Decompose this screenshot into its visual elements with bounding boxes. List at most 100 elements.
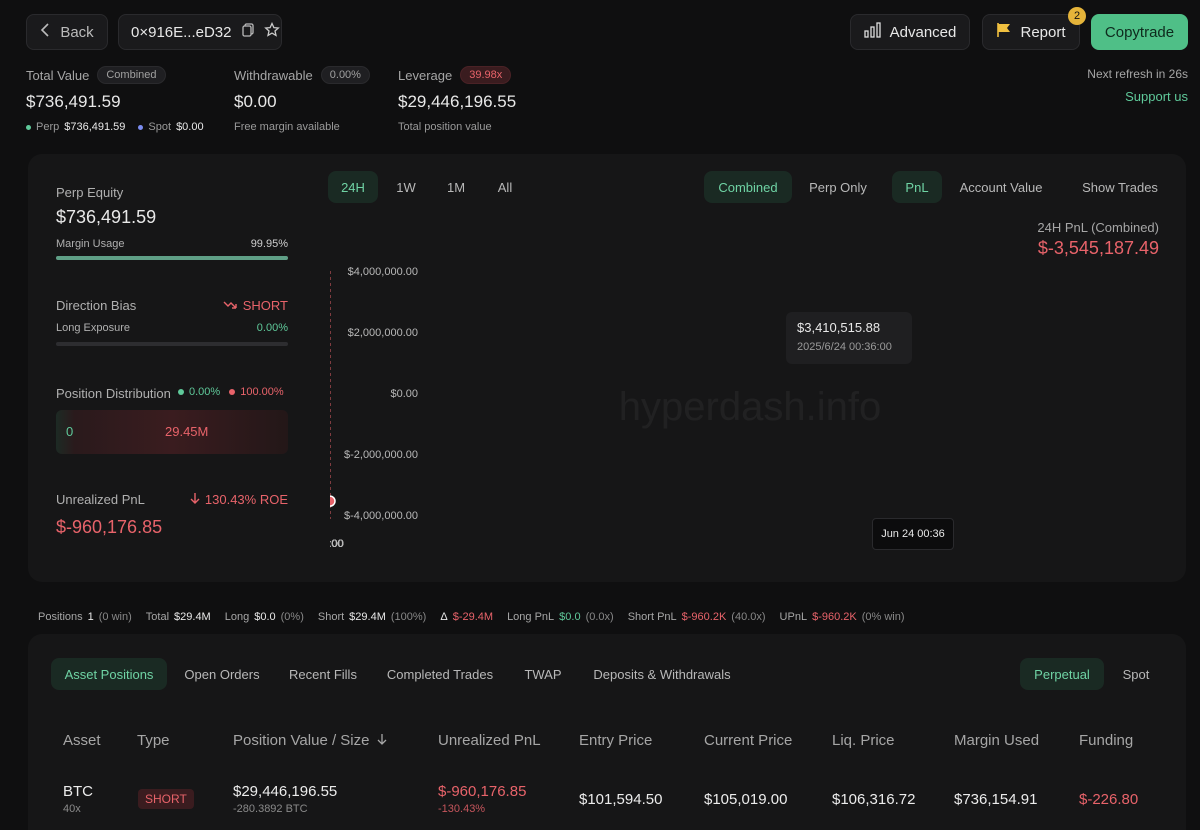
header-position-value[interactable]: Position Value / Size — [233, 732, 387, 749]
roe-text: 130.43% ROE — [204, 492, 288, 507]
metric-tab-account-value[interactable]: Account Value — [959, 179, 1043, 195]
x-tick-label: 23:00 — [330, 538, 344, 550]
leverage-pill: 39.98x — [460, 66, 512, 84]
tab-open-orders[interactable]: Open Orders — [184, 666, 260, 682]
row-margin-used: $736,154.91 — [954, 791, 1038, 808]
back-button[interactable]: Back — [26, 14, 108, 50]
short-value: $29.4M — [349, 611, 386, 623]
tab-deposits-withdrawals[interactable]: Deposits & Withdrawals — [593, 666, 731, 682]
range-tab-1m[interactable]: 1M — [446, 179, 466, 195]
short-pnl-value: $-960.2K — [681, 611, 727, 623]
leverage-block: Leverage 39.98x $29,446,196.55 Total pos… — [398, 66, 516, 133]
chevron-left-icon — [40, 23, 50, 41]
header-margin-used[interactable]: Margin Used — [954, 732, 1040, 749]
long-pnl-lev: (0.0x) — [585, 611, 614, 623]
pnl-chart[interactable]: hyperdash.info $4,000,000.00 $2,000,000.0… — [330, 255, 1180, 560]
header-entry-price[interactable]: Entry Price — [579, 732, 653, 749]
row-pnl: $-960,176.85 — [438, 783, 527, 800]
advanced-button[interactable]: Advanced — [850, 14, 970, 50]
short-dot-icon — [229, 389, 236, 395]
row-funding: $-226.80 — [1079, 791, 1139, 808]
chart-watermark: hyperdash.info — [619, 385, 881, 429]
perp-equity-label: Perp Equity — [56, 185, 124, 200]
last-point-marker[interactable] — [330, 495, 336, 507]
header-position-value-label: Position Value / Size — [233, 732, 370, 749]
range-tab-24h[interactable]: 24H — [328, 171, 378, 203]
chart-tooltip: $3,410,515.88 2025/6/24 00:36:00 — [786, 312, 912, 364]
tooltip-value: $3,410,515.88 — [797, 320, 881, 335]
row-leverage: 40x — [63, 803, 81, 815]
report-badge: 2 — [1068, 7, 1086, 25]
long-exposure-label: Long Exposure — [56, 322, 130, 334]
perp-dot-icon — [26, 124, 31, 130]
margin-usage-value: 99.95% — [250, 238, 288, 250]
tab-recent-fills[interactable]: Recent Fills — [289, 666, 357, 682]
header-unrealized-pnl[interactable]: Unrealized PnL — [438, 732, 541, 749]
tab-asset-positions[interactable]: Asset Positions — [51, 658, 167, 690]
upnl-value: $-960.2K — [812, 611, 857, 623]
mode-tab-combined[interactable]: Combined — [704, 171, 792, 203]
x-tick-label: 17:00 — [330, 538, 344, 550]
total-label: Total — [145, 611, 170, 623]
header-liq-price[interactable]: Liq. Price — [832, 732, 895, 749]
long-exposure-bar — [56, 342, 288, 346]
leverage-value: $29,446,196.55 — [398, 92, 517, 111]
tab-twap[interactable]: TWAP — [524, 666, 562, 682]
long-pct: (0%) — [280, 611, 304, 623]
distribution-legend: 0.00% 100.00% — [178, 386, 284, 398]
range-tab-all[interactable]: All — [497, 179, 513, 195]
short-label: Short — [317, 611, 345, 623]
total-value-label: Total Value — [26, 67, 90, 83]
pnl-value: $-3,545,187.49 — [1037, 238, 1159, 258]
row-entry-price: $101,594.50 — [579, 791, 663, 808]
report-label: Report — [1020, 23, 1066, 41]
row-type-badge: SHORT — [138, 789, 194, 809]
spot-value: $0.00 — [176, 121, 204, 133]
sort-arrow-down-icon[interactable] — [377, 732, 387, 749]
positions-label: Positions — [38, 611, 83, 623]
x-tick-label: 11:00 — [330, 538, 343, 550]
long-label: Long — [224, 611, 250, 623]
show-trades-toggle[interactable]: Show Trades — [1082, 179, 1158, 195]
direction-bias-text: SHORT — [242, 298, 288, 313]
dist-short-value: 29.45M — [165, 424, 209, 439]
y-tick-label: $-2,000,000.00 — [344, 449, 418, 461]
row-position-value: $29,446,196.55 — [233, 783, 338, 800]
combined-pill[interactable]: Combined — [97, 66, 166, 84]
long-exposure-value: 0.00% — [256, 322, 288, 334]
header-funding[interactable]: Funding — [1079, 732, 1134, 749]
copytrade-button[interactable]: Copytrade — [1091, 14, 1188, 50]
wallet-address[interactable]: 0×916E...eD32 — [131, 23, 232, 41]
withdrawable-label: Withdrawable — [234, 67, 313, 83]
mode-tab-perp-only[interactable]: Perp Only — [809, 179, 867, 195]
row-pnl-pct: -130.43% — [438, 803, 486, 815]
x-tick-label: 21:00 — [330, 538, 344, 550]
header-current-price[interactable]: Current Price — [704, 732, 793, 749]
copy-icon[interactable] — [241, 23, 254, 41]
total-value: $736,491.59 — [26, 92, 121, 111]
leverage-sub: Total position value — [398, 121, 492, 133]
support-link[interactable]: Support us — [1125, 89, 1188, 104]
header-type[interactable]: Type — [137, 732, 170, 749]
long-pnl-value: $0.0 — [559, 611, 581, 623]
y-tick-label: $0.00 — [390, 388, 418, 400]
tab-perpetual[interactable]: Perpetual — [1020, 658, 1104, 690]
flag-icon — [996, 22, 1012, 42]
tooltip-time: 2025/6/24 00:36:00 — [797, 341, 892, 353]
short-pct: (100%) — [390, 611, 427, 623]
header-asset[interactable]: Asset — [63, 732, 101, 749]
dist-short-pct: 100.00% — [240, 386, 284, 398]
metric-tab-pnl[interactable]: PnL — [892, 171, 942, 203]
star-icon[interactable] — [263, 21, 280, 42]
withdrawable-pill: 0.00% — [320, 66, 370, 84]
tab-spot[interactable]: Spot — [1122, 666, 1150, 682]
row-asset: BTC — [63, 783, 93, 800]
refresh-text: Next refresh in 26s — [1087, 67, 1188, 81]
x-tick-label: 01:00 — [330, 538, 344, 550]
roe-value: 130.43% ROE — [180, 492, 288, 507]
range-tab-1w[interactable]: 1W — [396, 179, 416, 195]
report-button[interactable]: Report — [982, 14, 1080, 50]
tab-completed-trades[interactable]: Completed Trades — [386, 666, 494, 682]
withdrawable-block: Withdrawable 0.00% $0.00 Free margin ava… — [234, 66, 370, 133]
delta-label: Δ — [440, 611, 448, 623]
